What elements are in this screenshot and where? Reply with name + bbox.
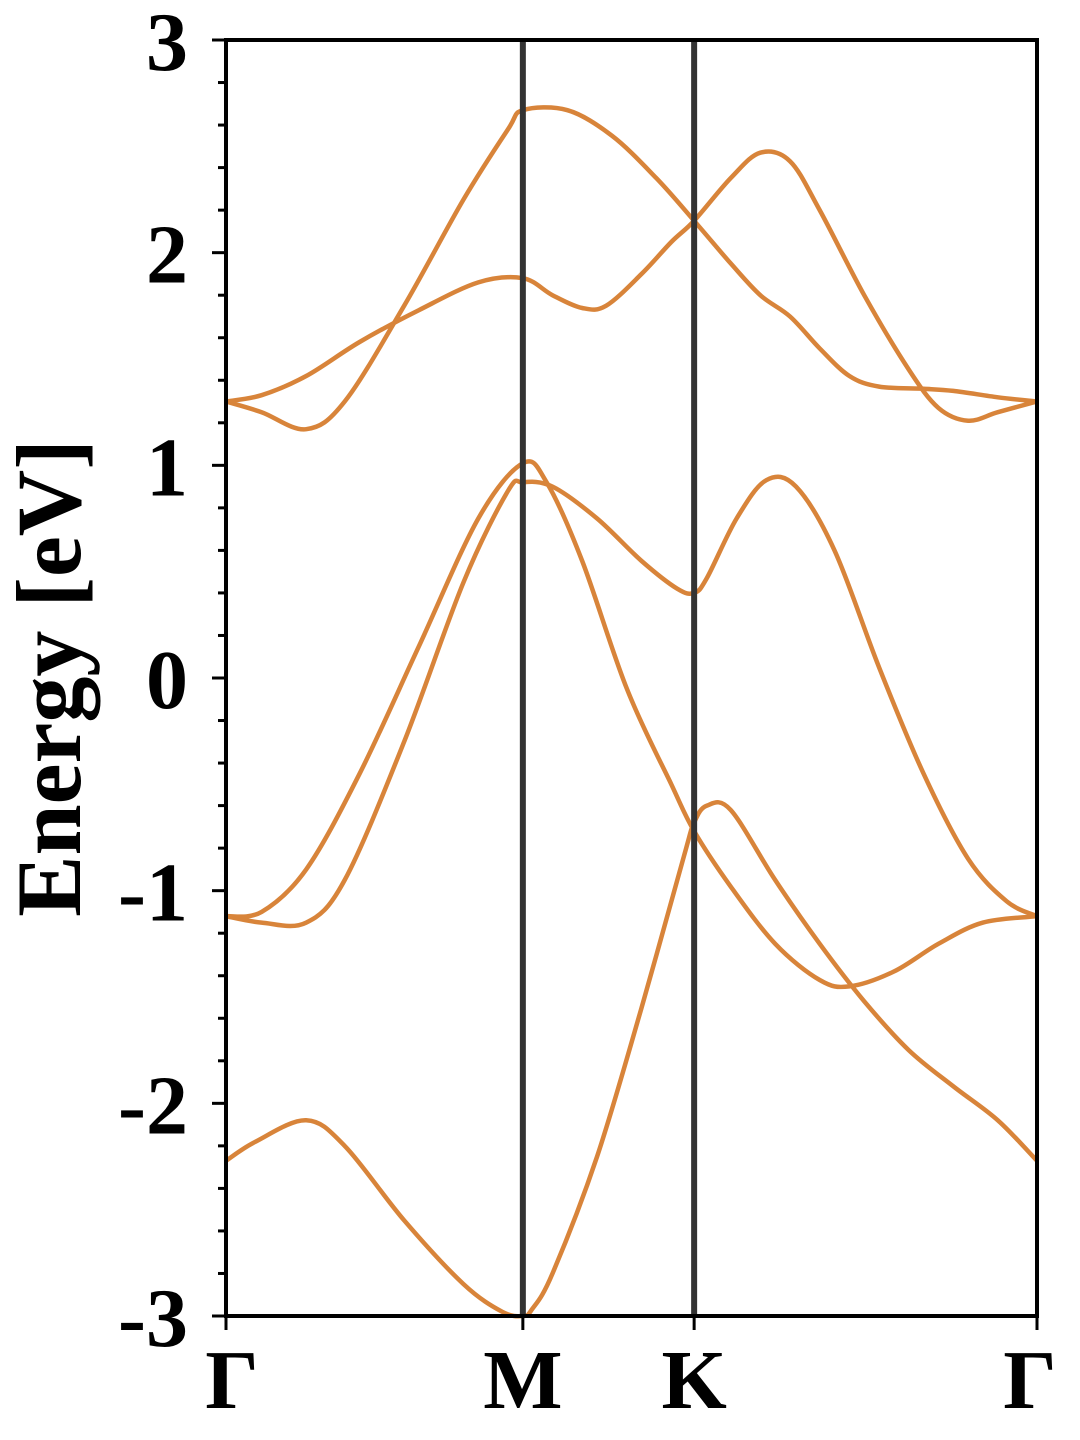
- plot-frame: [224, 38, 1039, 1318]
- y-tick-label: 3: [146, 0, 188, 89]
- y-tick-label: 2: [146, 209, 188, 302]
- y-tick-label: 0: [146, 634, 188, 727]
- band-4: [225, 105, 1038, 432]
- y-tick-label: -1: [118, 847, 188, 940]
- x-tick-label-1: Γ: [205, 1334, 258, 1427]
- x-tick-label-3: K: [661, 1334, 726, 1427]
- band-5: [225, 149, 1038, 423]
- x-tick-label-4: Γ: [1003, 1334, 1056, 1427]
- y-tick-label: -3: [118, 1272, 188, 1365]
- band-2: [225, 459, 1038, 990]
- y-axis-label: Energy [eV]: [0, 439, 100, 917]
- x-tick-label-2: M: [483, 1334, 562, 1427]
- y-tick-label: -2: [118, 1059, 188, 1152]
- band-3: [225, 474, 1039, 929]
- band-1: [224, 800, 1039, 1319]
- high-symmetry-dividers: [519, 40, 698, 1316]
- y-tick-label: 1: [146, 421, 188, 514]
- band-lines: [224, 105, 1039, 1319]
- y-tick-labels: 3 2 1 0 -1 -2 -3: [118, 0, 188, 1365]
